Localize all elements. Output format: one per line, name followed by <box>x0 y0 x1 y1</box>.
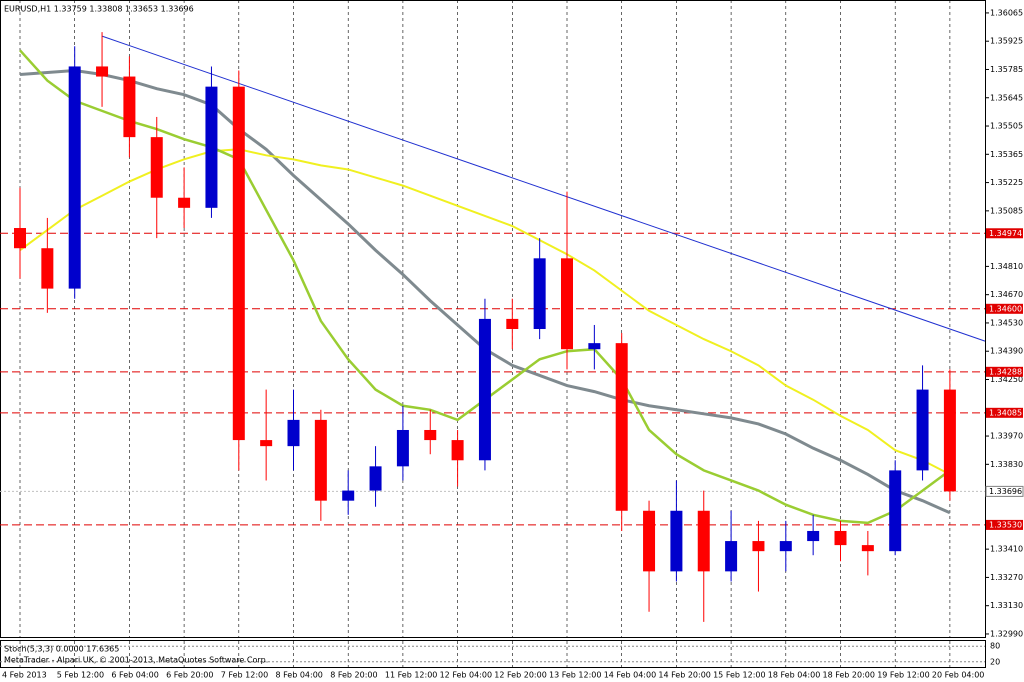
x-tick-label: 4 Feb 2013 <box>2 671 47 680</box>
level-label-box <box>986 407 1023 418</box>
y-tick-label: 1.33130 <box>990 601 1023 610</box>
candle-body <box>478 318 491 461</box>
indicator-tick-label: 80 <box>990 642 1000 651</box>
candle-body <box>615 343 628 511</box>
x-tick-label: 7 Feb 12:00 <box>221 671 268 680</box>
indicator-title: Stoch(5,3,3) 0.0000 17.6365 <box>4 645 119 654</box>
y-tick-label: 1.32990 <box>990 629 1023 638</box>
candle-body <box>178 197 191 208</box>
x-tick-label: 6 Feb 04:00 <box>111 671 158 680</box>
x-tick-label: 12 Feb 04:00 <box>440 671 492 680</box>
y-tick-label: 1.34810 <box>990 262 1023 271</box>
y-tick-label: 1.34390 <box>990 347 1023 356</box>
candle-body <box>369 466 382 491</box>
y-tick-label: 1.35505 <box>990 122 1023 131</box>
x-tick-label: 20 Feb 04:00 <box>932 671 984 680</box>
candle-body <box>342 490 355 501</box>
candle-body <box>834 530 847 546</box>
level-label: 1.34085 <box>989 408 1022 417</box>
candle-body <box>506 318 519 330</box>
x-tick-label: 18 Feb 04:00 <box>768 671 820 680</box>
level-label-box <box>986 519 1023 530</box>
x-tick-label: 15 Feb 12:00 <box>713 671 765 680</box>
indicator-tick-label: 20 <box>990 657 1000 666</box>
y-tick-label: 1.35645 <box>990 93 1023 102</box>
candle-body <box>41 248 54 289</box>
candle-body <box>123 76 136 138</box>
marks <box>14 32 986 622</box>
x-tick-label: 14 Feb 04:00 <box>604 671 656 680</box>
y-tick-label: 1.35785 <box>990 65 1023 74</box>
candle-body <box>205 86 218 208</box>
y-tick-label: 1.33270 <box>990 573 1023 582</box>
candle-body <box>861 545 874 552</box>
x-tick-label: 11 Feb 12:00 <box>385 671 437 680</box>
level-label-box <box>986 366 1023 377</box>
y-tick-label: 1.33970 <box>990 432 1023 441</box>
level-label: 1.34288 <box>989 367 1022 376</box>
y-tick-label: 1.35925 <box>990 37 1023 46</box>
level-label: 1.34600 <box>989 304 1022 313</box>
level-label: 1.33530 <box>989 520 1022 529</box>
current-price-label: 1.33696 <box>989 487 1022 496</box>
labels: 1.36065 1.35925 1.35785 1.35645 1.35505 1.353… <box>2 8 1024 680</box>
candle-body <box>643 510 656 572</box>
candle-body <box>451 440 464 461</box>
indicator-frame <box>0 640 986 668</box>
candle-body <box>807 530 820 542</box>
trendline <box>101 35 986 342</box>
y-tick-label: 1.34530 <box>990 318 1023 327</box>
candle-body <box>561 258 573 350</box>
footer: MetaTrader - Alpari UK, © 2001-2013, Met… <box>4 656 268 665</box>
x-tick-label: 8 Feb 20:00 <box>330 671 377 680</box>
current-price-box <box>985 485 1024 497</box>
candle-body <box>670 510 683 572</box>
x-tick-label: 14 Feb 20:00 <box>658 671 710 680</box>
plot-frame <box>0 0 986 638</box>
candle-body <box>96 66 109 77</box>
candle-body <box>232 86 245 441</box>
candle-body <box>424 429 437 441</box>
candle-body <box>943 389 956 492</box>
candle-body <box>752 541 765 552</box>
y-tick-label: 1.34250 <box>990 375 1023 384</box>
candle-body <box>287 419 300 447</box>
level-label-box <box>986 228 1023 239</box>
candle-body <box>260 440 273 447</box>
x-tick-label: 18 Feb 20:00 <box>823 671 875 680</box>
chart-title: EURUSD,H1 1.33759 1.33808 1.33653 1.3369… <box>4 5 194 14</box>
x-tick-label: 6 Feb 20:00 <box>166 671 213 680</box>
candle-body <box>725 541 738 572</box>
candle-body <box>916 389 929 471</box>
x-tick-label: 19 Feb 12:00 <box>877 671 929 680</box>
x-tick-label: 12 Feb 20:00 <box>494 671 546 680</box>
candle-body <box>68 66 81 289</box>
y-tick-label: 1.35365 <box>990 150 1023 159</box>
candle-body <box>396 429 409 467</box>
x-tick-label: 5 Feb 12:00 <box>57 671 104 680</box>
candle-body <box>14 228 26 249</box>
x-tick-label: 13 Feb 12:00 <box>549 671 601 680</box>
candle-body <box>314 419 327 501</box>
level-label-box <box>986 303 1023 314</box>
level-label: 1.34974 <box>989 229 1022 238</box>
candle-body <box>533 258 546 330</box>
y-tick-label: 1.33410 <box>990 545 1023 554</box>
candle-body <box>697 510 710 572</box>
candle-body <box>150 137 163 198</box>
candle-body <box>588 343 601 350</box>
y-tick-label: 1.33830 <box>990 460 1023 469</box>
y-tick-label: 1.35225 <box>990 178 1023 187</box>
candle-body <box>779 541 792 552</box>
y-tick-label: 1.36065 <box>990 8 1023 17</box>
y-tick-label: 1.34670 <box>990 290 1023 299</box>
candle-body <box>889 470 902 552</box>
x-tick-label: 8 Feb 04:00 <box>276 671 323 680</box>
y-tick-label: 1.35085 <box>990 206 1023 215</box>
moving-average <box>19 148 951 476</box>
